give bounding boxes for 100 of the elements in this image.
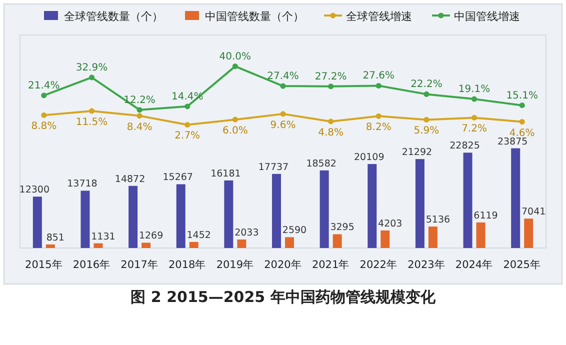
data-label: 32.9% (76, 62, 108, 74)
x-tick-label: 2016年 (72, 259, 111, 271)
x-tick-label: 2021年 (312, 259, 350, 271)
x-tick-label: 2017年 (120, 259, 158, 271)
data-label: 9.6% (270, 120, 296, 131)
data-label: 1131 (91, 231, 116, 242)
data-label: 22825 (450, 140, 480, 152)
data-label: 20109 (354, 152, 384, 164)
x-tick-label: 2024年 (455, 259, 494, 271)
point (280, 111, 286, 117)
bar (415, 159, 424, 248)
x-tick-label: 2015年 (25, 259, 63, 271)
data-label: 27.4% (267, 71, 299, 82)
legend-label: 中国管线增速 (454, 10, 520, 23)
bar (80, 190, 90, 248)
data-label: 2.7% (174, 130, 200, 142)
data-label: 18582 (306, 158, 336, 170)
data-label: 5136 (426, 214, 450, 226)
data-label: 4203 (378, 218, 402, 230)
x-tick-label: 2022年 (360, 259, 398, 271)
data-label: 22.2% (410, 79, 442, 90)
bar (476, 222, 486, 248)
data-label: 6.0% (222, 126, 248, 137)
point (184, 122, 190, 128)
data-label: 16181 (210, 168, 241, 180)
bar (46, 244, 55, 248)
point (232, 116, 238, 122)
data-label: 1452 (186, 230, 211, 241)
data-label: 3295 (330, 222, 354, 234)
data-label: 4.8% (318, 127, 344, 138)
data-label: 1269 (138, 230, 164, 242)
data-label: 23875 (497, 136, 528, 148)
text: 图 2 2015—2025 年中国药物管线规模变化 (130, 288, 436, 306)
data-label: 15267 (162, 172, 193, 184)
bar (524, 218, 534, 248)
point (41, 92, 47, 98)
x-tick-label: 2025年 (503, 259, 541, 271)
bar (320, 170, 329, 248)
x-tick-label: 2018年 (168, 259, 206, 271)
point (328, 84, 334, 90)
data-label: 19.1% (458, 84, 490, 96)
bar (332, 234, 342, 248)
bar (224, 180, 234, 248)
data-label: 8.8% (31, 121, 57, 132)
point (88, 74, 95, 80)
data-label: 2590 (282, 225, 307, 236)
x-tick-label: 2019年 (216, 259, 254, 271)
point (376, 113, 382, 119)
point (41, 112, 47, 118)
point (519, 118, 525, 125)
point (136, 113, 142, 119)
point (136, 107, 142, 113)
data-label: 15.1% (506, 90, 538, 102)
point (424, 91, 430, 97)
point (471, 114, 478, 120)
bar (189, 242, 198, 248)
data-label: 8.4% (126, 122, 152, 133)
data-label: 13718 (67, 178, 98, 190)
data-label: 21292 (402, 147, 432, 158)
bar (128, 186, 138, 248)
legend-label: 全球管线数量（个） (64, 10, 163, 23)
point (471, 96, 478, 102)
data-label: 11.5% (76, 116, 108, 128)
point (424, 116, 430, 123)
bar (380, 230, 390, 248)
point (184, 104, 190, 110)
data-label: 21.4% (28, 80, 60, 92)
bar (237, 240, 246, 248)
bar (463, 152, 472, 248)
bar (285, 237, 294, 248)
point (232, 64, 238, 70)
data-label: 27.6% (362, 70, 395, 82)
legend-label: 中国管线数量（个） (205, 10, 304, 23)
point (88, 108, 95, 114)
point (376, 82, 382, 89)
bar (176, 184, 186, 248)
data-label: 5.9% (414, 126, 440, 137)
x-tick-label: 2020年 (264, 259, 302, 271)
bar (142, 242, 151, 248)
data-label: 12300 (19, 184, 50, 196)
bar (272, 174, 281, 248)
data-label: 851 (46, 232, 64, 244)
bar (428, 226, 438, 248)
data-label: 7041 (521, 206, 546, 218)
bar (32, 196, 42, 248)
data-label: 7.2% (462, 124, 487, 135)
point (280, 83, 286, 89)
bar (368, 164, 377, 248)
x-tick-label: 2023年 (408, 259, 446, 271)
data-label: 2033 (234, 228, 259, 239)
point (328, 118, 334, 124)
legend-label: 全球管线增速 (346, 10, 412, 23)
data-label: 17737 (258, 162, 289, 173)
data-label: 40.0% (219, 51, 252, 62)
data-label: 8.2% (366, 122, 392, 134)
data-label: 6119 (474, 210, 498, 222)
data-label: 27.2% (314, 71, 347, 82)
data-label: 4.6% (509, 128, 535, 139)
bar (94, 243, 103, 248)
data-label: 14872 (114, 174, 146, 185)
